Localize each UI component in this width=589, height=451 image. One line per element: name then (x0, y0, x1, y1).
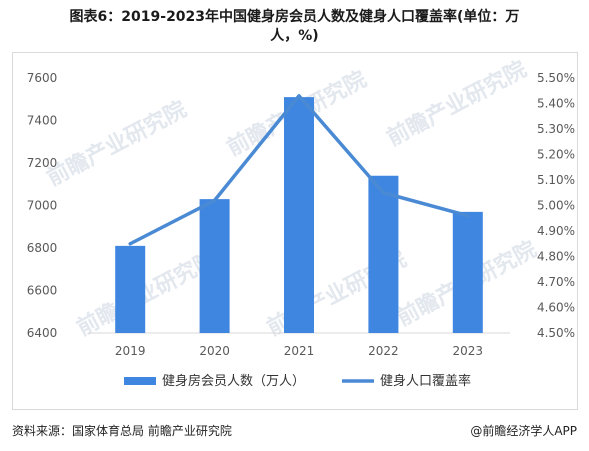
credit-note: @前瞻经济学人APP (470, 424, 577, 438)
x-tick-label: 2023 (453, 344, 484, 358)
line-point-2023 (466, 214, 470, 218)
y-left-tick-label: 6400 (27, 326, 58, 340)
x-tick-label: 2022 (368, 344, 399, 358)
watermark-text-0: 前瞻产业研究院 (43, 96, 191, 191)
y-right-tick-label: 5.30% (537, 122, 575, 136)
bar-2019 (115, 245, 146, 333)
line-point-2022 (381, 191, 385, 195)
y-right-tick-label: 5.40% (537, 97, 575, 111)
bar-2021 (284, 97, 314, 333)
chart-title: 图表6：2019-2023年中国健身房会员人数及健身人口覆盖率(单位：万 人，%… (0, 8, 589, 46)
y-left-tick-label: 6600 (27, 284, 58, 298)
bar-2022 (368, 175, 399, 333)
source-note: 资料来源：国家体育总局 前瞻产业研究院 (12, 424, 232, 438)
y-right-tick-label: 5.10% (537, 173, 575, 187)
line-point-2020 (213, 198, 217, 202)
chart-title-line-2: 人，%) (270, 28, 319, 44)
y-right-tick-label: 4.50% (537, 326, 575, 340)
x-tick-label: 2021 (284, 344, 315, 358)
legend-bar-label: 健身房会员人数（万人） (162, 373, 305, 389)
y-left-tick-label: 7200 (27, 156, 58, 170)
watermark-text-3: 前瞻产业研究院 (73, 246, 221, 341)
legend-bar-swatch (124, 377, 156, 385)
y-right-tick-label: 5.20% (537, 148, 575, 162)
bar-2020 (199, 199, 230, 333)
bar-2023 (452, 211, 483, 333)
y-right-tick-label: 4.60% (537, 301, 575, 315)
line-point-2021 (297, 94, 301, 98)
x-tick-label: 2020 (199, 344, 230, 358)
y-left-tick-label: 7600 (27, 71, 58, 85)
watermark-text-2: 前瞻产业研究院 (383, 56, 531, 151)
y-right-tick-label: 4.90% (537, 224, 575, 238)
y-right-tick-label: 5.00% (537, 199, 575, 213)
y-right-tick-label: 4.70% (537, 275, 575, 289)
y-left-tick-label: 7400 (27, 114, 58, 128)
line-point-2019 (128, 242, 132, 246)
y-left-tick-label: 7000 (27, 199, 58, 213)
y-left-tick-label: 6800 (27, 241, 58, 255)
chart-title-line-1: 图表6：2019-2023年中国健身房会员人数及健身人口覆盖率(单位：万 (69, 9, 520, 25)
y-right-tick-label: 4.80% (537, 250, 575, 264)
legend-line-label: 健身人口覆盖率 (380, 373, 471, 389)
x-tick-label: 2019 (115, 344, 146, 358)
y-right-tick-label: 5.50% (537, 71, 575, 85)
